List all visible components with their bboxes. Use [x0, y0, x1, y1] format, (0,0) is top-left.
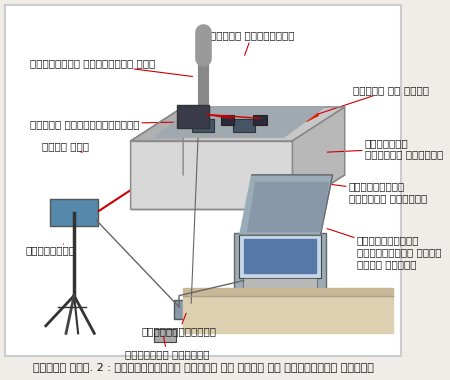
Text: मटीरीयल
तापमान सेन्सर: मटीरीयल तापमान सेन्सर	[327, 138, 443, 159]
FancyBboxPatch shape	[220, 114, 234, 125]
Polygon shape	[155, 107, 324, 137]
FancyBboxPatch shape	[50, 200, 98, 226]
FancyBboxPatch shape	[233, 119, 255, 132]
FancyBboxPatch shape	[193, 119, 214, 132]
Polygon shape	[240, 175, 333, 235]
Polygon shape	[244, 239, 316, 273]
FancyBboxPatch shape	[174, 300, 203, 319]
FancyBboxPatch shape	[243, 278, 317, 289]
FancyBboxPatch shape	[234, 233, 327, 290]
FancyBboxPatch shape	[177, 105, 209, 128]
Text: रेखीय परावर्तक: रेखीय परावर्तक	[210, 30, 294, 55]
Text: चित्र क्र. 2 : कैलिब्रेशन यूनिट की रचना का संकल्पना चित्र: चित्र क्र. 2 : कैलिब्रेशन यूनिट की रचना …	[33, 362, 374, 372]
Text: कैलिब्रेशन
साफ्टवेयर होने
वाला संगणक: कैलिब्रेशन साफ्टवेयर होने वाला संगणक	[327, 229, 441, 269]
Text: ट्राइपोड: ट्राइपोड	[26, 244, 76, 255]
Text: विद्युत प्रवाह: विद्युत प्रवाह	[125, 336, 209, 359]
Polygon shape	[183, 288, 393, 296]
Polygon shape	[130, 141, 292, 209]
Text: ऑप्टिक्स माउंटिंग किट: ऑप्टिक्स माउंटिंग किट	[30, 59, 193, 76]
FancyBboxPatch shape	[239, 234, 321, 277]
Polygon shape	[130, 107, 183, 209]
Polygon shape	[183, 296, 393, 333]
Text: संचलन की दिशा: संचलन की दिशा	[319, 85, 429, 114]
Text: रेखीय इंटरफेरोमीटर: रेखीय इंटरफेरोमीटर	[30, 119, 176, 129]
Text: कॉम्पेन्सेटर: कॉम्पेन्सेटर	[142, 313, 216, 336]
FancyBboxPatch shape	[5, 5, 401, 356]
Polygon shape	[248, 182, 328, 231]
Text: लेसर हेड: लेसर हेड	[42, 142, 89, 152]
FancyBboxPatch shape	[253, 114, 267, 125]
Text: वातावरणीय
तापमान सेन्सर: वातावरणीय तापमान सेन्सर	[319, 181, 427, 203]
Polygon shape	[292, 107, 345, 209]
Polygon shape	[130, 107, 345, 141]
FancyBboxPatch shape	[154, 329, 176, 342]
